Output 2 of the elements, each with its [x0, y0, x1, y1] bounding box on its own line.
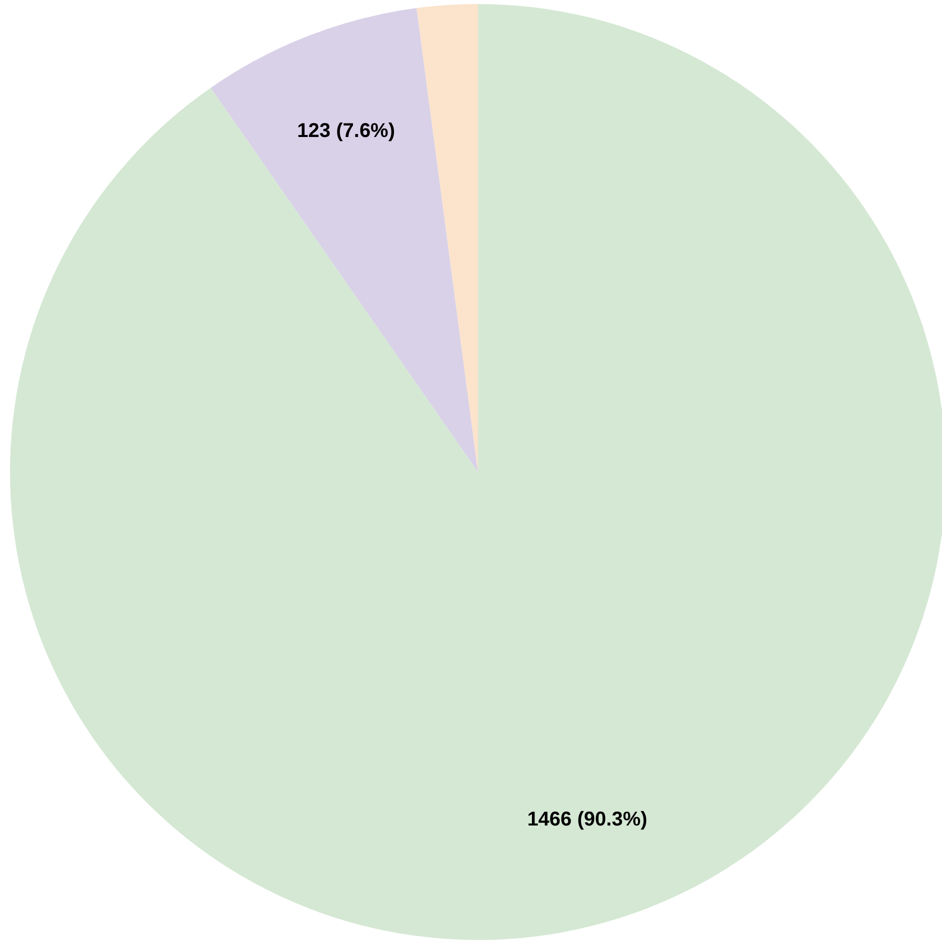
data-label: 1466 (90.3%) [527, 808, 648, 831]
data-label: 123 (7.6%) [297, 120, 396, 142]
